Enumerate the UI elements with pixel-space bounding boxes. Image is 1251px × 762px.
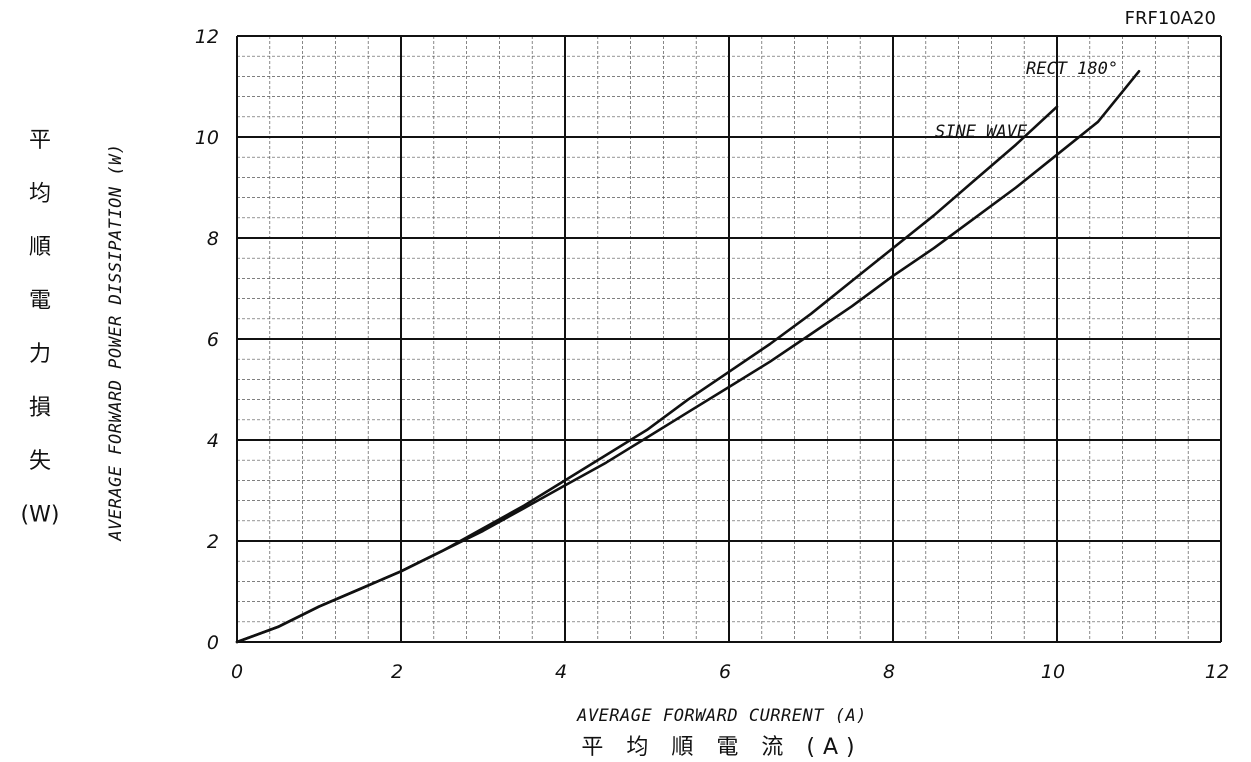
- x-tick-label: 6: [719, 661, 731, 683]
- y-tick-label: 4: [207, 430, 219, 452]
- y-axis-title-jp-char: 均: [29, 182, 51, 207]
- x-tick-label: 2: [391, 661, 403, 683]
- part-number: FRF10A20: [1125, 8, 1216, 29]
- y-tick-label: 12: [195, 26, 219, 48]
- x-tick-labels: 0 2 4 6 8 10 12: [231, 661, 1229, 683]
- x-tick-label: 4: [555, 661, 567, 683]
- y-tick-label: 2: [207, 531, 219, 553]
- series-line-rect-180: [235, 70, 1141, 644]
- x-axis-title-en: AVERAGE FORWARD CURRENT (A): [576, 706, 867, 726]
- major-grid: [236, 35, 1222, 643]
- y-axis-title-jp-char: 電: [29, 289, 51, 314]
- y-axis-title-jp-char: 失: [29, 449, 51, 474]
- series-layer: [235, 70, 1141, 644]
- y-tick-label: 10: [195, 127, 219, 149]
- series-label-sine-wave: SINE WAVE: [935, 122, 1028, 142]
- y-tick-label: 8: [207, 228, 219, 250]
- y-axis-title-jp-char: 平: [29, 128, 51, 153]
- x-tick-label: 8: [883, 661, 895, 683]
- x-axis-title-jp: 平 均 順 電 流 (A): [581, 735, 862, 760]
- y-axis-title-jp-char: 損: [29, 396, 51, 421]
- series-label-rect-180: RECT 180°: [1026, 59, 1118, 79]
- x-tick-label: 0: [231, 661, 243, 683]
- y-tick-labels: 0 2 4 6 8 10 12: [195, 26, 219, 654]
- y-axis-title-jp-char: 順: [29, 235, 51, 260]
- y-tick-label: 0: [207, 632, 219, 654]
- y-axis-title-jp-char: 力: [29, 342, 51, 367]
- y-axis-title-en: AVERAGE FORWARD POWER DISSIPATION (W): [106, 143, 126, 541]
- x-tick-label: 12: [1205, 661, 1229, 683]
- x-tick-label: 10: [1041, 661, 1065, 683]
- y-tick-label: 6: [207, 329, 219, 351]
- series-line-sine-wave: [235, 105, 1059, 644]
- y-axis-title-jp-char: (W): [21, 503, 60, 528]
